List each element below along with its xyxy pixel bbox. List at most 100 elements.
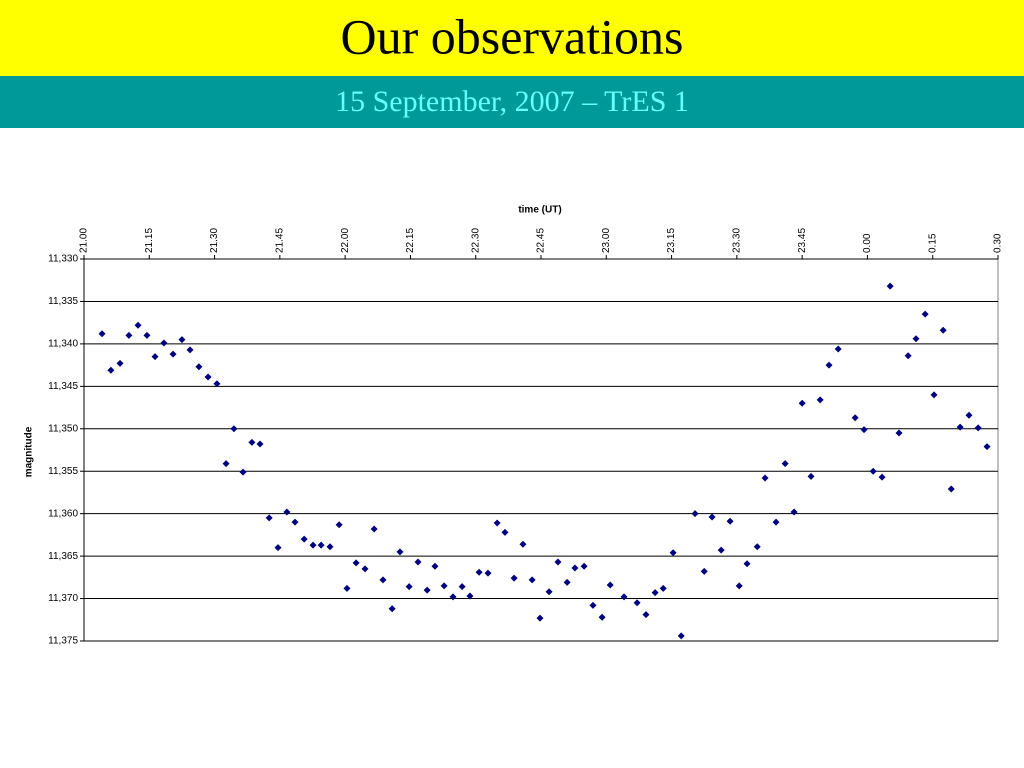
data-point bbox=[816, 396, 824, 404]
data-point bbox=[423, 586, 431, 594]
data-point bbox=[204, 373, 212, 381]
data-point bbox=[291, 518, 299, 526]
data-point bbox=[414, 558, 422, 566]
data-point bbox=[606, 581, 614, 589]
data-point bbox=[213, 380, 221, 388]
data-point bbox=[143, 331, 151, 339]
x-tick-label: 21.45 bbox=[274, 228, 285, 253]
data-point bbox=[878, 473, 886, 481]
data-point bbox=[589, 601, 597, 609]
data-point bbox=[151, 353, 159, 361]
data-point bbox=[98, 330, 106, 338]
data-point bbox=[834, 345, 842, 353]
data-point bbox=[484, 569, 492, 577]
x-axis-title: time (UT) bbox=[518, 205, 561, 216]
data-point bbox=[519, 540, 527, 548]
data-point bbox=[536, 614, 544, 622]
data-point bbox=[501, 528, 509, 536]
data-point bbox=[449, 593, 457, 601]
x-tick-label: 21.00 bbox=[79, 228, 90, 253]
x-tick-label: 23.45 bbox=[797, 228, 808, 253]
y-tick-label: 11,345 bbox=[48, 381, 78, 392]
data-point bbox=[186, 346, 194, 354]
data-point bbox=[930, 391, 938, 399]
x-tick-label: 22.45 bbox=[536, 228, 547, 253]
data-point bbox=[790, 508, 798, 516]
data-point bbox=[677, 632, 685, 640]
data-point bbox=[230, 425, 238, 433]
y-tick-label: 11,330 bbox=[48, 254, 78, 265]
data-point bbox=[743, 560, 751, 568]
data-point bbox=[772, 518, 780, 526]
x-tick-label: 23.30 bbox=[731, 228, 742, 253]
data-point bbox=[379, 576, 387, 584]
data-point bbox=[825, 361, 833, 369]
x-tick-label: 0.15 bbox=[927, 233, 938, 253]
y-axis-title: magnitude bbox=[24, 426, 35, 477]
data-point bbox=[475, 568, 483, 576]
subtitle-band bbox=[0, 76, 1024, 128]
y-tick-label: 11,335 bbox=[48, 296, 78, 307]
data-point bbox=[659, 584, 667, 592]
data-point bbox=[396, 548, 404, 556]
data-point bbox=[851, 414, 859, 422]
data-point bbox=[807, 472, 815, 480]
data-point bbox=[651, 589, 659, 597]
data-point bbox=[510, 574, 518, 582]
data-point bbox=[869, 467, 877, 475]
data-point bbox=[700, 567, 708, 575]
data-point bbox=[895, 429, 903, 437]
data-point bbox=[440, 582, 448, 590]
data-point bbox=[265, 514, 273, 522]
data-point bbox=[735, 582, 743, 590]
data-point bbox=[620, 593, 628, 601]
y-tick-label: 11,365 bbox=[48, 551, 78, 562]
data-point bbox=[178, 336, 186, 344]
data-point bbox=[343, 584, 351, 592]
data-point bbox=[326, 543, 334, 551]
data-point bbox=[886, 282, 894, 290]
data-point bbox=[563, 578, 571, 586]
x-tick-label: 0.00 bbox=[862, 233, 873, 253]
data-point bbox=[300, 535, 308, 543]
data-point bbox=[983, 443, 991, 451]
x-tick-label: 22.30 bbox=[470, 228, 481, 253]
x-tick-label: 23.15 bbox=[666, 228, 677, 253]
y-tick-label: 11,340 bbox=[48, 339, 78, 350]
y-tick-label: 11,360 bbox=[48, 508, 78, 519]
data-point bbox=[781, 460, 789, 468]
data-point bbox=[274, 544, 282, 552]
data-point bbox=[580, 562, 588, 570]
data-point bbox=[708, 513, 716, 521]
data-point bbox=[528, 576, 536, 584]
data-point bbox=[466, 592, 474, 600]
data-point bbox=[431, 562, 439, 570]
data-point bbox=[860, 426, 868, 434]
slide-subtitle: 15 September, 2007 – TrES 1 bbox=[335, 85, 689, 118]
x-tick-label: 0.30 bbox=[993, 233, 1004, 253]
data-point bbox=[317, 541, 325, 549]
data-point bbox=[309, 541, 317, 549]
data-point bbox=[598, 613, 606, 621]
data-point bbox=[370, 525, 378, 533]
data-point bbox=[405, 583, 413, 591]
data-point bbox=[256, 440, 264, 448]
data-point bbox=[352, 559, 360, 567]
data-point bbox=[947, 485, 955, 493]
data-point bbox=[222, 460, 230, 468]
slide-title: Our observations bbox=[341, 8, 684, 64]
x-tick-label: 22.00 bbox=[340, 228, 351, 253]
y-tick-label: 11,370 bbox=[48, 593, 78, 604]
data-point bbox=[633, 599, 641, 607]
data-point bbox=[571, 564, 579, 572]
data-point bbox=[248, 438, 256, 446]
data-point bbox=[169, 350, 177, 358]
data-point bbox=[239, 468, 247, 476]
data-point bbox=[691, 510, 699, 518]
plot-area bbox=[83, 258, 999, 642]
data-point bbox=[493, 519, 501, 527]
data-point bbox=[458, 583, 466, 591]
y-tick-label: 11,355 bbox=[48, 466, 78, 477]
data-point bbox=[956, 423, 964, 431]
data-point bbox=[116, 359, 124, 367]
